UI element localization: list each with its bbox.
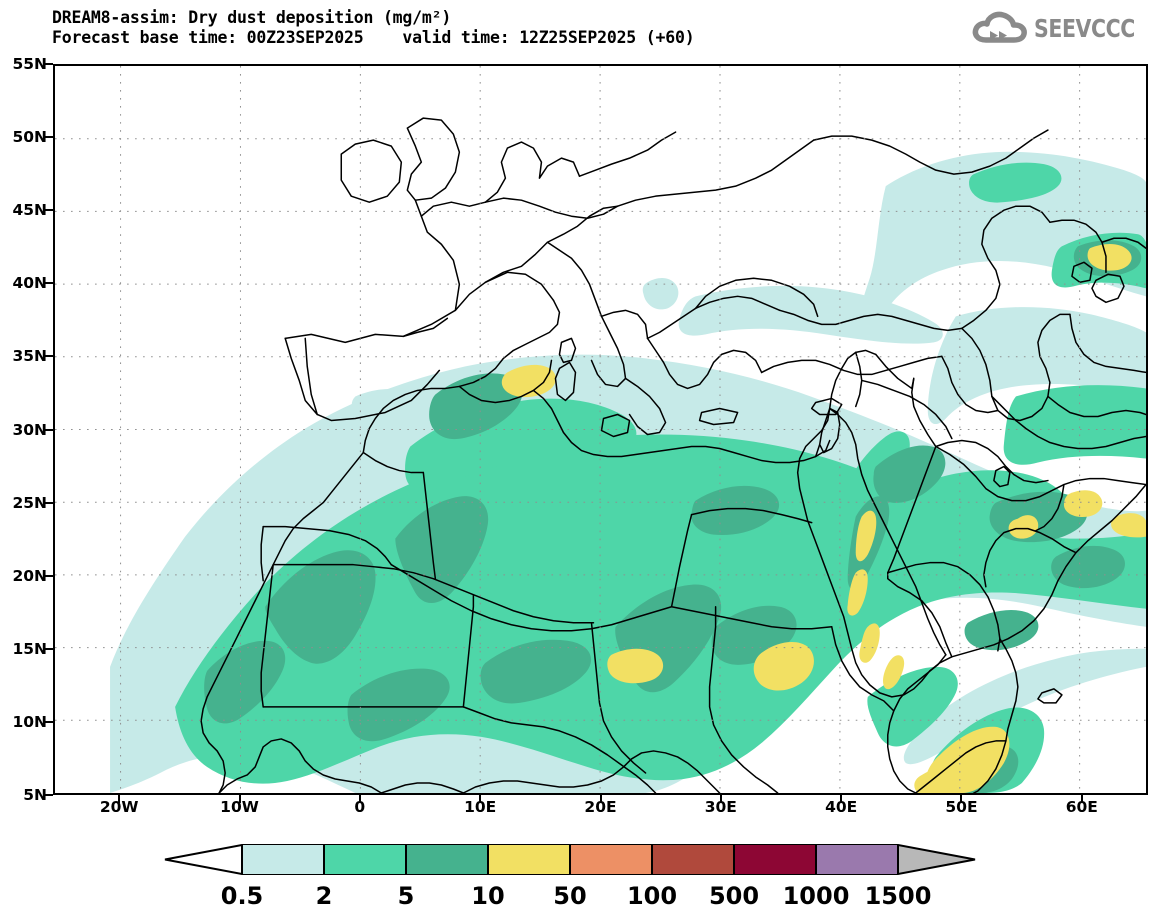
colorbar-cell[interactable] [324, 844, 406, 875]
y-axis-tick-label: 25N [12, 493, 47, 512]
colorbar-cell[interactable] [242, 844, 324, 875]
y-axis-tick [45, 136, 53, 139]
logo-text: SEEVCCC [1033, 13, 1135, 43]
y-axis-tick-label: 45N [12, 201, 47, 220]
y-axis-tick-label: 20N [12, 566, 47, 585]
seevccc-logo: SEEVCCC [972, 8, 1157, 48]
colorbar-cell[interactable] [734, 844, 816, 875]
chart-header: DREAM8-assim: Dry dust deposition (mg/m²… [0, 0, 1165, 58]
colorbar-over-arrow [898, 844, 976, 875]
colorbar-tick-label: 2 [315, 882, 333, 910]
y-axis-tick [45, 209, 53, 212]
colorbar-strip[interactable]: 0.5 2 5 10 50 100 500 1000 1500 [164, 844, 976, 910]
y-axis-tick [45, 574, 53, 577]
colorbar-tick-label: 500 [708, 882, 760, 910]
colorbar-cell[interactable] [488, 844, 570, 875]
colorbar-tick-label: 100 [626, 882, 678, 910]
colorbar-cell[interactable] [652, 844, 734, 875]
x-axis-tick-label: 20W [99, 798, 139, 816]
x-axis-tick-label: 10E [464, 798, 497, 816]
y-axis-tick-label: 55N [12, 55, 47, 73]
x-axis-tick-label: 60E [1065, 798, 1098, 816]
y-axis-tick-label: 35N [12, 347, 47, 366]
x-axis-tick [840, 795, 843, 803]
x-axis-tick [1080, 795, 1083, 803]
lat-lon-gridlines [55, 66, 1146, 793]
colorbar-under-arrow [164, 844, 242, 875]
map-plot-area[interactable] [53, 64, 1148, 795]
y-axis-tick [45, 794, 53, 796]
y-axis-tick [45, 647, 53, 650]
x-axis-tick-label: 20E [584, 798, 617, 816]
x-axis-tick-label: 50E [945, 798, 978, 816]
y-axis-tick-label: 15N [12, 639, 47, 658]
x-axis-tick-label: 10W [220, 798, 259, 816]
forecast-time-subtitle: Forecast base time: 00Z23SEP2025 valid t… [52, 28, 695, 47]
x-axis-tick [358, 795, 361, 803]
y-axis-tick [45, 355, 53, 358]
x-axis-tick-label: 30E [704, 798, 737, 816]
x-axis-tick-label: 40E [825, 798, 858, 816]
x-axis-tick [599, 795, 602, 803]
y-axis-tick [45, 720, 53, 723]
x-axis-tick [238, 795, 241, 803]
dust-deposition-map [55, 66, 1146, 793]
y-axis-tick-label: 40N [12, 274, 47, 293]
x-axis-tick [479, 795, 482, 803]
y-axis-tick [45, 501, 53, 504]
colorbar-tick-label: 1000 [782, 882, 850, 910]
coastlines-and-borders [200, 117, 1146, 793]
y-axis-tick [45, 63, 53, 65]
colorbar-cell[interactable] [406, 844, 488, 875]
colorbar-tick-label: 5 [397, 882, 415, 910]
colorbar-tick-label: 10 [471, 882, 505, 910]
y-axis-tick-label: 10N [12, 712, 47, 731]
colorbar-cell[interactable] [570, 844, 652, 875]
colorbar-tick-label: 1500 [864, 882, 932, 910]
x-axis-tick [719, 795, 722, 803]
x-axis-tick-label: 0 [354, 798, 366, 816]
y-axis-tick-label: 50N [12, 128, 47, 147]
y-axis-tick-label: 30N [12, 420, 47, 439]
x-axis-tick [118, 795, 121, 803]
x-axis-tick [960, 795, 963, 803]
page-title: DREAM8-assim: Dry dust deposition (mg/m²… [52, 8, 452, 27]
colorbar-tick-label: 50 [553, 882, 587, 910]
y-axis-tick [45, 428, 53, 431]
colorbar[interactable]: 0.5 2 5 10 50 100 500 1000 1500 [0, 840, 1165, 910]
cloud-icon [972, 11, 1027, 43]
colorbar-tick-label: 0.5 [220, 882, 264, 910]
y-axis-tick-label: 5N [23, 786, 47, 804]
y-axis-tick [45, 282, 53, 285]
colorbar-cell[interactable] [816, 844, 898, 875]
